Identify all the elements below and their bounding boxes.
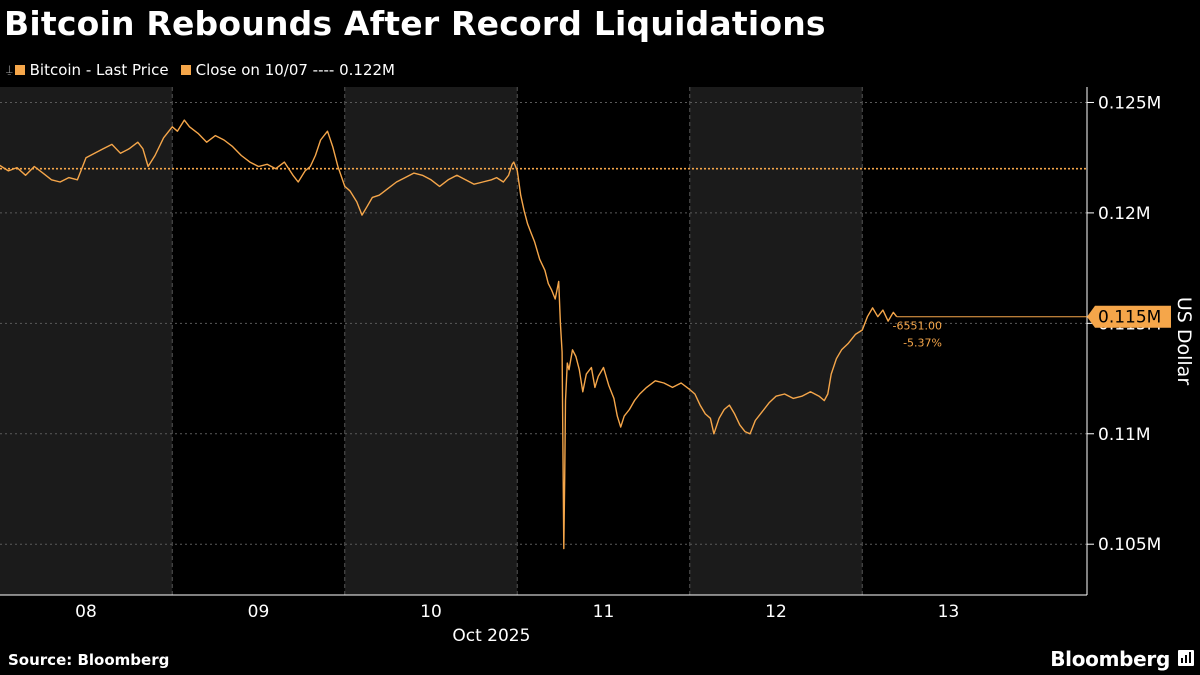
x-tick-label: 13 (938, 602, 960, 622)
x-axis-label: Oct 2025 (452, 626, 530, 646)
x-tick-label: 10 (420, 602, 442, 622)
chart-title: Bitcoin Rebounds After Record Liquidatio… (4, 4, 826, 43)
bloomberg-icon (1178, 650, 1194, 666)
price-line (0, 119, 898, 550)
change-label: -6551.00 (893, 320, 942, 333)
y-tick-label: 0.125M (1098, 93, 1161, 113)
y-axis-label: US Dollar (1173, 297, 1195, 385)
legend-label-bitcoin: Bitcoin - Last Price (29, 61, 169, 79)
pin-icon: ⍊ (6, 63, 13, 76)
last-value-label: 0.115M (1098, 308, 1161, 328)
x-tick-label: 12 (765, 602, 787, 622)
chart-legend: ⍊ Bitcoin - Last Price Close on 10/07 --… (6, 61, 401, 79)
last-value-tag (1087, 305, 1171, 328)
x-tick-label: 08 (75, 602, 97, 622)
shaded-band (344, 87, 518, 595)
change-label: -5.37% (903, 337, 942, 350)
y-tick-label: 0.105M (1098, 535, 1161, 555)
legend-swatch-bitcoin (14, 65, 25, 75)
brand-logo: Bloomberg (1050, 647, 1170, 671)
square-icon (180, 65, 191, 75)
y-tick-label: 0.12M (1098, 204, 1151, 224)
legend-item-close: Close on 10/07 ---- 0.122M (180, 61, 395, 79)
legend-item-bitcoin: ⍊ Bitcoin - Last Price (6, 61, 169, 79)
source-note: Source: Bloomberg (8, 651, 170, 669)
legend-label-close: Close on 10/07 ---- 0.122M (195, 61, 395, 79)
x-tick-label: 09 (248, 602, 270, 622)
x-tick-label: 11 (593, 602, 615, 622)
y-tick-label: 0.11M (1098, 425, 1151, 445)
shaded-band (689, 87, 863, 595)
